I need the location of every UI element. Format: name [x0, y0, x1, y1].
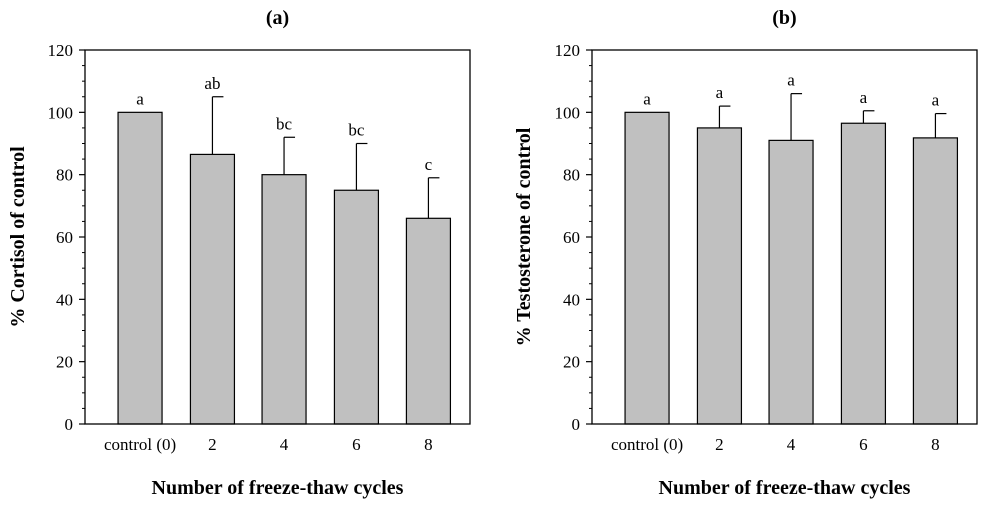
x-tick-label-3: 6	[859, 435, 868, 454]
bar-1	[696, 127, 743, 425]
y-tick-label-5: 100	[48, 103, 74, 122]
bar-3	[333, 189, 380, 425]
bar-0	[624, 111, 670, 425]
y-tick-label-3: 60	[56, 228, 73, 247]
x-tick-label-0: control (0)	[104, 435, 176, 454]
panel-title: (b)	[772, 7, 796, 29]
x-tick-label-1: 2	[208, 435, 217, 454]
bar-1	[189, 153, 236, 425]
x-tick-label-4: 8	[931, 435, 940, 454]
significance-label-2: bc	[276, 114, 293, 133]
x-axis-label: Number of freeze-thaw cycles	[152, 477, 404, 499]
x-tick-label-3: 6	[352, 435, 361, 454]
x-tick-label-4: 8	[424, 435, 433, 454]
y-tick-label-4: 80	[563, 166, 580, 185]
significance-label-2: a	[787, 71, 795, 90]
significance-label-3: bc	[348, 121, 365, 140]
bar-3	[840, 122, 887, 425]
y-tick-label-6: 120	[555, 41, 581, 60]
significance-label-3: a	[860, 88, 868, 107]
x-tick-label-0: control (0)	[611, 435, 683, 454]
y-axis-label: % Cortisol of control	[7, 146, 29, 328]
y-tick-label-5: 100	[555, 103, 581, 122]
significance-label-1: a	[716, 83, 724, 102]
y-tick-label-1: 20	[56, 353, 73, 372]
bar-2	[261, 174, 307, 425]
y-tick-label-2: 40	[56, 290, 73, 309]
x-tick-label-1: 2	[715, 435, 724, 454]
bar-2	[768, 139, 814, 425]
y-axis-label: % Testosterone of control	[513, 127, 535, 346]
y-tick-label-1: 20	[563, 353, 580, 372]
y-tick-label-6: 120	[48, 41, 74, 60]
significance-label-1: ab	[204, 74, 220, 93]
y-tick-label-0: 0	[572, 415, 581, 434]
bar-0	[117, 111, 163, 425]
significance-label-0: a	[643, 89, 651, 108]
y-tick-label-0: 0	[65, 415, 74, 434]
x-tick-label-2: 4	[280, 435, 289, 454]
y-tick-label-3: 60	[563, 228, 580, 247]
significance-label-4: a	[932, 91, 940, 110]
y-tick-label-4: 80	[56, 166, 73, 185]
significance-label-4: c	[425, 155, 433, 174]
significance-label-0: a	[136, 89, 144, 108]
y-tick-label-2: 40	[563, 290, 580, 309]
x-axis-label: Number of freeze-thaw cycles	[659, 477, 911, 499]
panel-title: (a)	[266, 7, 289, 29]
bar-4	[405, 217, 452, 425]
x-tick-label-2: 4	[787, 435, 796, 454]
bar-4	[912, 137, 959, 425]
